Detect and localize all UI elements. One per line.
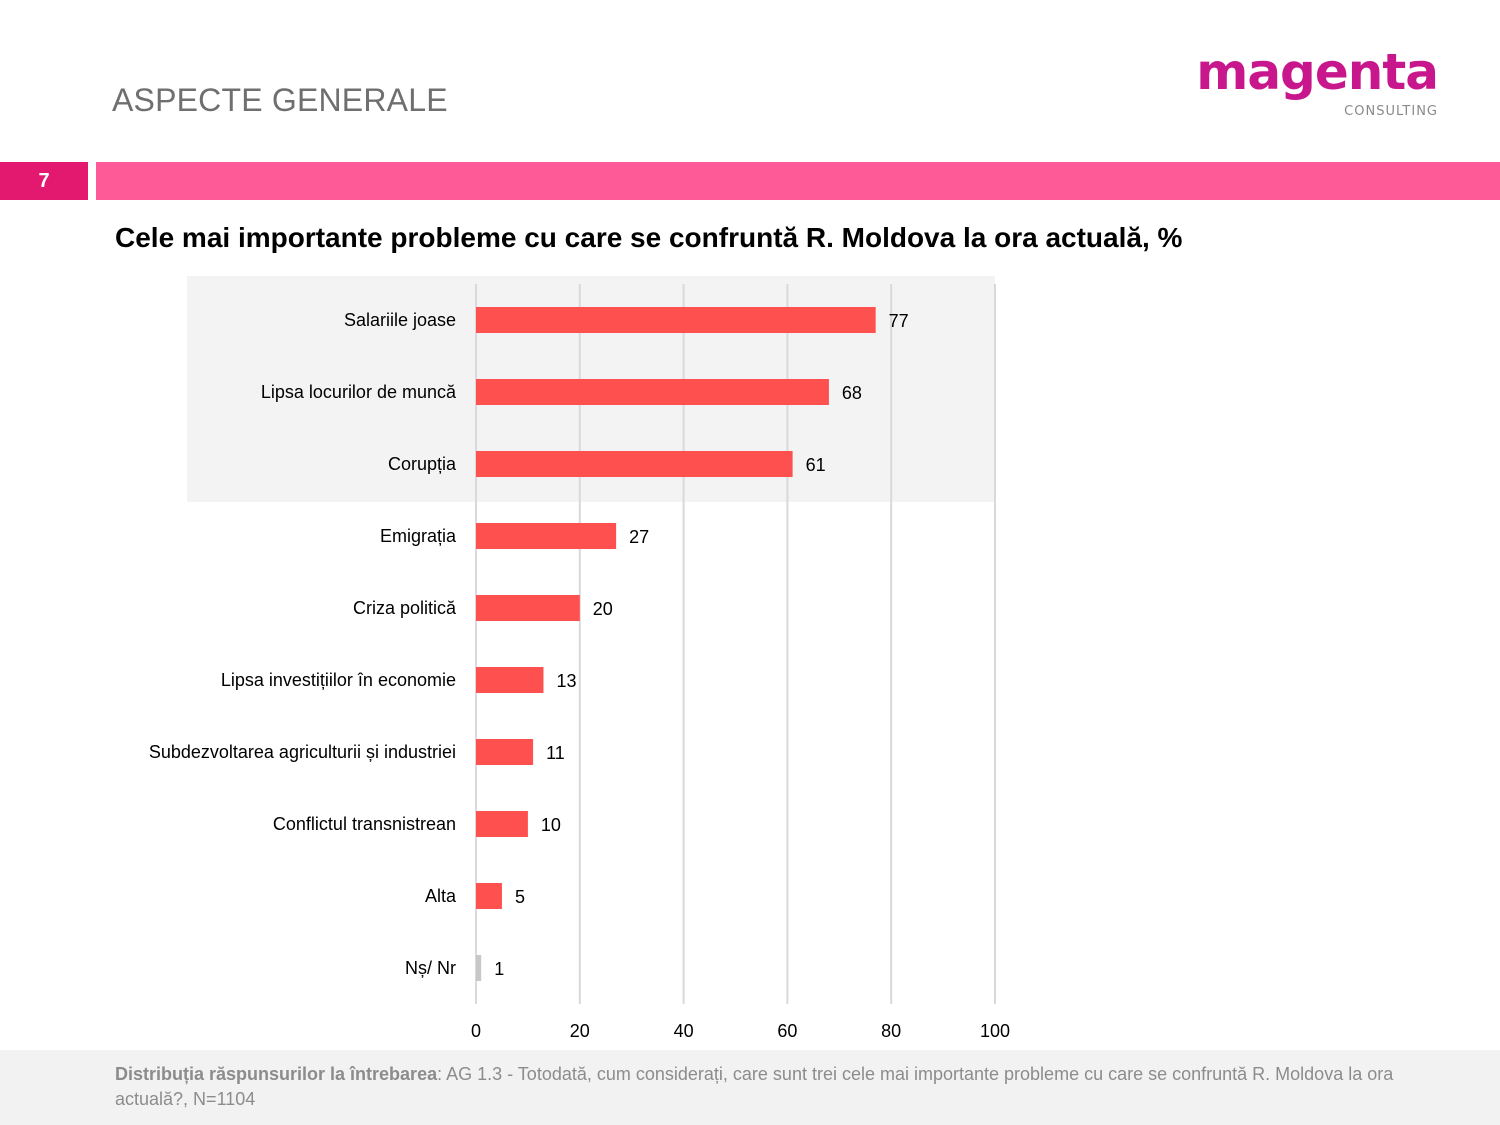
value-label: 68 xyxy=(842,383,862,403)
footer-question: : AG 1.3 - Totodată, cum considerați, ca… xyxy=(115,1064,1394,1109)
chart-title: Cele mai importante probleme cu care se … xyxy=(115,222,1183,253)
bar xyxy=(476,379,829,405)
category-label: Subdezvoltarea agriculturii și industrie… xyxy=(149,742,456,762)
value-label: 10 xyxy=(541,815,561,835)
value-label: 61 xyxy=(806,455,826,475)
bar xyxy=(476,595,580,621)
category-label: Lipsa investițiilor în economie xyxy=(221,670,456,690)
value-label: 20 xyxy=(593,599,613,619)
footer-band xyxy=(0,1050,1500,1125)
magenta-consulting-logo: magenta CONSULTING xyxy=(1196,42,1444,124)
value-label: 5 xyxy=(515,887,525,907)
x-tick-label: 80 xyxy=(881,1021,901,1041)
category-label: Lipsa locurilor de muncă xyxy=(261,382,457,402)
category-label: Corupția xyxy=(388,454,457,474)
value-label: 27 xyxy=(629,527,649,547)
x-tick-label: 40 xyxy=(674,1021,694,1041)
footer-label: Distribuția răspunsurilor la întrebarea xyxy=(115,1064,438,1084)
value-label: 1 xyxy=(494,959,504,979)
bar xyxy=(476,451,793,477)
category-label: Nș/ Nr xyxy=(405,958,456,978)
category-label: Alta xyxy=(425,886,457,906)
logo-wordmark: magenta xyxy=(1196,43,1439,101)
logo-subtitle: CONSULTING xyxy=(1344,104,1438,119)
category-label: Criza politică xyxy=(353,598,457,618)
section-title: ASPECTE GENERALE xyxy=(112,82,448,118)
bar xyxy=(476,307,876,333)
category-label: Salariile joase xyxy=(344,310,456,330)
value-label: 77 xyxy=(889,311,909,331)
page-number: 7 xyxy=(0,162,88,200)
header-band xyxy=(96,162,1500,200)
value-label: 13 xyxy=(556,671,576,691)
x-tick-label: 100 xyxy=(980,1021,1010,1041)
bar xyxy=(476,883,502,909)
bar xyxy=(476,811,528,837)
x-tick-label: 60 xyxy=(777,1021,797,1041)
category-label: Emigrația xyxy=(380,526,457,546)
bar xyxy=(476,955,482,981)
bar xyxy=(476,523,617,549)
value-label: 11 xyxy=(546,743,565,763)
x-tick-label: 0 xyxy=(471,1021,481,1041)
footer-note: Distribuția răspunsurilor la întrebarea:… xyxy=(115,1062,1445,1112)
category-label: Conflictul transnistrean xyxy=(273,814,456,834)
bar xyxy=(476,739,534,765)
bar-chart: 0 20 40 60 80 100 Salariile joase 77 Lipsa locur… xyxy=(149,276,1010,1041)
x-tick-label: 20 xyxy=(570,1021,590,1041)
bar xyxy=(476,667,544,693)
